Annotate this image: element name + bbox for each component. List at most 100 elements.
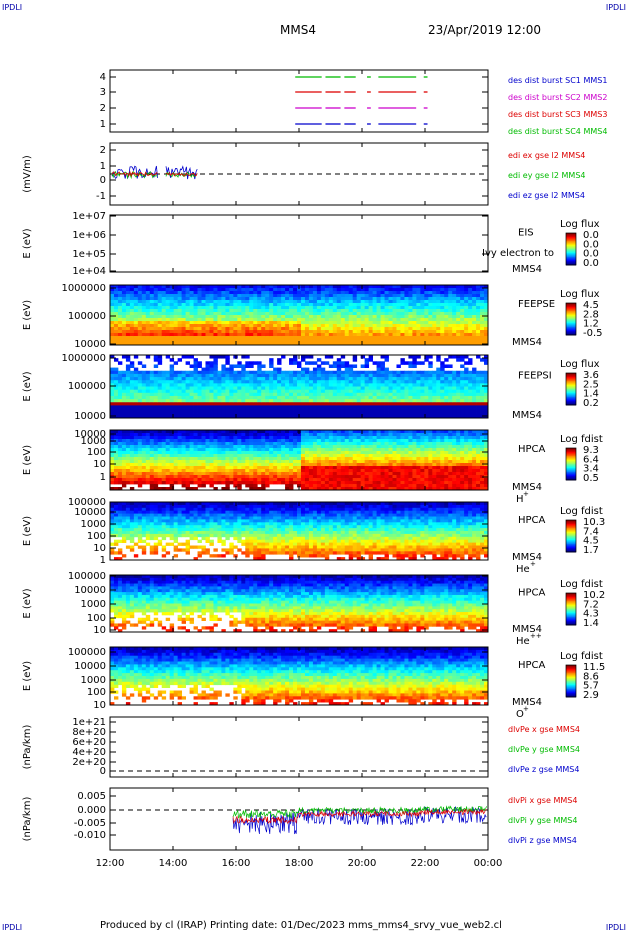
spectrogram-cell [297,457,302,461]
colorbar-segment [566,316,576,319]
spectrogram-cell [157,466,163,470]
spectrogram-cell [304,386,310,391]
spectrogram-cell [149,370,155,375]
spectrogram-cell [308,475,314,479]
spectrogram-cell [412,383,417,387]
spectrogram-cell [484,327,489,331]
spectrogram-cell [129,327,135,331]
spectrogram-cell [253,414,258,419]
spectrogram-cell [149,306,155,310]
spectrogram-cell [161,466,167,470]
spectrogram-cell [316,392,322,397]
spectrogram-cell [368,285,374,289]
spectrogram-cell [225,318,230,322]
spectrogram-cell [384,330,389,334]
spectrogram-cell [348,454,354,458]
spectrogram-cell [344,383,350,387]
spectrogram-cell [300,386,306,391]
spectrogram-cell [281,336,286,340]
spectrogram-cell [145,445,151,449]
spectrogram-cell [269,321,274,325]
spectrogram-cell [145,430,151,434]
spectrogram-cell [332,399,338,403]
spectrogram-cell [265,460,270,464]
spectrogram-cell [277,448,282,452]
spectrogram-cell [225,475,230,479]
spectrogram-cell [125,472,131,476]
spectrogram-cell [348,408,354,413]
spectrogram-cell [344,327,350,331]
spectrogram-cell [484,315,489,319]
spectrogram-cell [189,469,194,473]
spectrogram-cell [436,414,441,419]
spectrogram-cell [185,342,190,346]
spectrogram-cell [304,377,310,381]
spectrogram-cell [117,321,123,325]
spectrogram-cell [125,478,131,482]
spectrogram-cell [324,309,330,313]
spectrogram-cell [392,303,397,307]
y-tick-label: -1 [96,191,106,202]
spectrogram-cell [261,285,266,289]
spectrogram-cell [281,433,286,437]
spectrogram-cell [257,342,262,346]
spectrogram-cell [348,285,354,289]
spectrogram-cell [400,288,405,292]
spectrogram-cell [476,312,481,316]
spectrogram-cell [285,457,290,461]
spectrogram-cell [197,469,202,473]
spectrogram-cell [436,336,441,340]
spectrogram-cell [424,321,429,325]
spectrogram-cell [356,442,362,446]
spectrogram-cell [205,312,210,316]
colorbar-segment [566,253,576,255]
spectrogram-cell [340,300,346,304]
spectrogram-cell [165,457,171,461]
spectrogram-cell [312,327,318,331]
spectrogram-cell [133,321,139,325]
spectrogram-cell [304,402,310,406]
spectrogram-cell [153,484,159,488]
spectrogram-cell [257,454,262,458]
spectrogram-cell [324,481,330,485]
spectrogram-cell [209,395,214,400]
spectrogram-cell [408,300,413,304]
spectrogram-cell [241,392,246,397]
spectrogram-cell [285,389,290,394]
spectrogram-cell [340,436,346,440]
spectrogram-cell [173,312,179,316]
spectrogram-cell [396,405,401,409]
spectrogram-cell [253,330,258,334]
spectrogram-cell [324,318,330,322]
spectrogram-cell [336,309,342,313]
spectrogram-cell [229,466,234,470]
spectrogram-cell [297,463,302,467]
spectrogram-cell [392,342,397,346]
spectrogram-cell [308,330,314,334]
spectrogram-cell [149,448,155,452]
spectrogram-cell [352,395,358,400]
spectrogram-cell [197,370,202,375]
spectrogram-cell [177,297,183,301]
spectrogram-cell [424,285,429,289]
spectrogram-cell [129,291,135,295]
spectrogram-cell [352,460,358,464]
spectrogram-cell [253,408,258,413]
spectrogram-cell [332,291,338,295]
spectrogram-cell [193,318,198,322]
spectrogram-cell [332,436,338,440]
spectrogram-cell [464,367,469,372]
spectrogram-cell [360,373,366,378]
spectrogram-cell [141,383,147,387]
spectrogram-cell [153,478,159,482]
spectrogram-cell [177,451,183,455]
spectrogram-cell [312,333,318,337]
spectrogram-cell [261,386,266,391]
spectrogram-cell [297,466,302,470]
spectrogram-cell [117,405,123,409]
spectrogram-cell [316,481,322,485]
spectrogram-cell [336,466,342,470]
spectrogram-cell [281,312,286,316]
spectrogram-cell [245,448,250,452]
spectrogram-cell [205,370,210,375]
